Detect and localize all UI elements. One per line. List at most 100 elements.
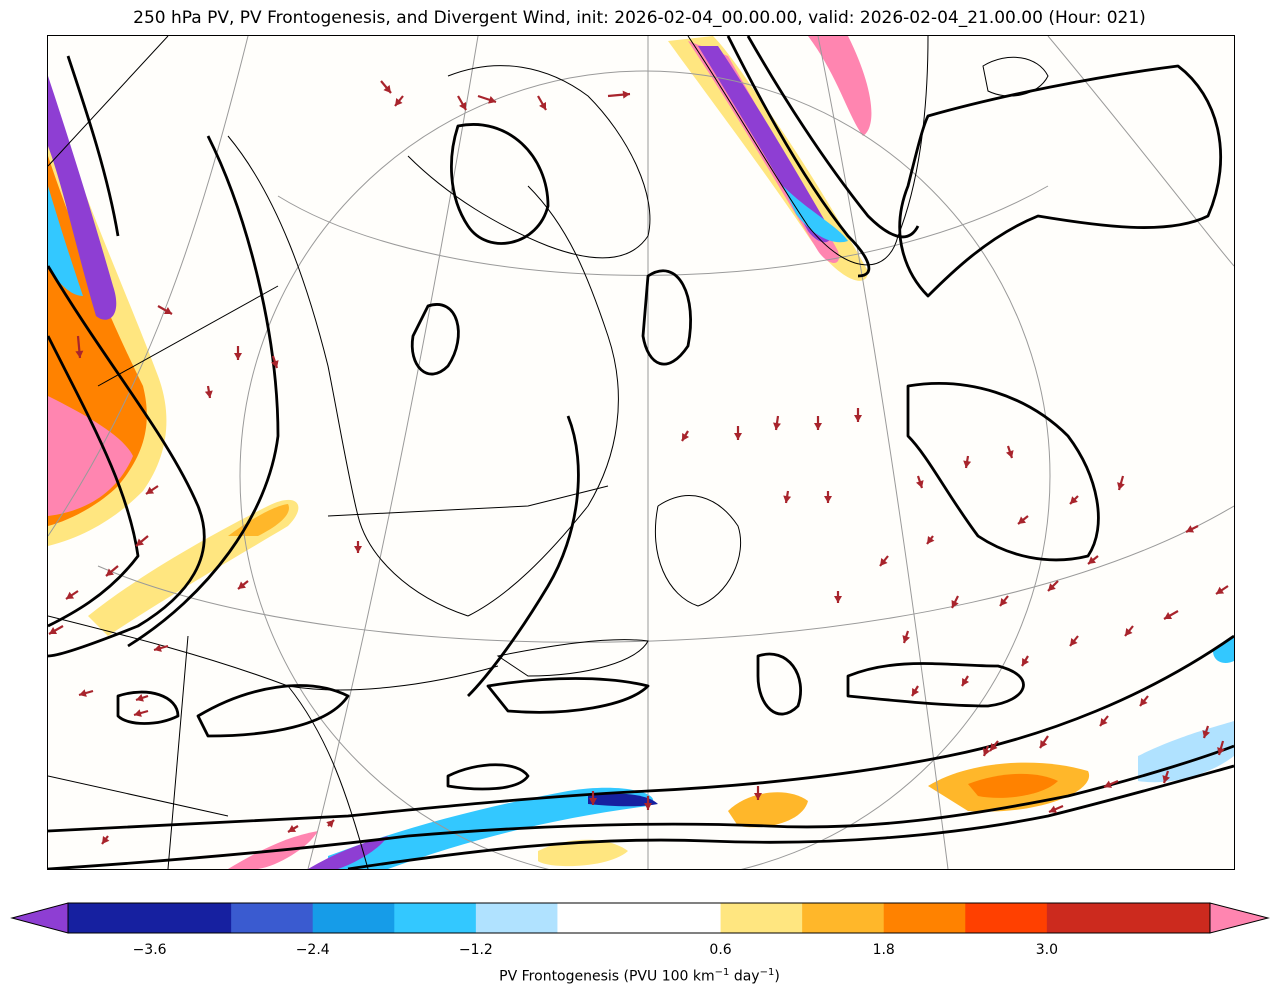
wind-vector (237, 580, 249, 590)
wind-vector (394, 95, 404, 107)
wind-vector (754, 786, 762, 800)
colorbar (10, 902, 1270, 934)
colorbar-extend-low (10, 902, 69, 934)
colorbar-bin (68, 903, 151, 933)
wind-vector (1069, 495, 1079, 505)
wind-vector (1202, 725, 1211, 739)
wind-vector (644, 796, 652, 810)
wind-vector (287, 824, 299, 833)
wind-vector (78, 689, 94, 697)
coast-newfoundland (654, 495, 742, 607)
wind-vector (204, 385, 213, 399)
shading-southeast-blue (1138, 721, 1234, 783)
figure-title: 250 hPa PV, PV Frontogenesis, and Diverg… (133, 8, 1146, 28)
wind-vector (681, 430, 690, 442)
wind-vector (1124, 625, 1134, 637)
wind-vector (1117, 475, 1125, 491)
wind-vector (1005, 445, 1014, 459)
wind-vector (999, 595, 1009, 607)
coast-labrador (467, 185, 619, 617)
colorbar-bin (231, 903, 314, 933)
meridian-3 (817, 36, 949, 869)
wind-vector (961, 675, 970, 687)
wind-vector (1103, 779, 1119, 789)
wind-vector (783, 490, 792, 504)
colorbar-tick-label: −2.4 (295, 942, 330, 958)
graticule-circle (239, 70, 1051, 869)
wind-vector (537, 95, 547, 111)
colorbar-bin (475, 903, 558, 933)
wind-vector (477, 94, 497, 104)
pv-contour-maine (196, 684, 350, 738)
pv-contour-azores (756, 652, 802, 716)
wind-vector (915, 475, 924, 489)
wind-vector (145, 485, 159, 495)
wind-vector (1039, 735, 1049, 749)
wind-vector (157, 305, 173, 315)
colorbar-tick-label: 1.8 (872, 942, 895, 958)
pv-contour-west-1 (48, 335, 140, 628)
shading-south-yellow (538, 839, 628, 867)
colorbar-bin (557, 903, 640, 933)
wind-vector (1069, 635, 1079, 647)
iceland-coast (982, 56, 1049, 97)
pv-contour-atl-south-1 (446, 763, 530, 791)
wind-vector (1017, 515, 1029, 525)
wind-vector (457, 95, 467, 111)
divergent-wind-vectors (48, 80, 1229, 845)
shading-west-jet-pink (48, 396, 133, 516)
colorbar-bin (394, 903, 477, 933)
wind-vector (1217, 740, 1225, 756)
wind-vector (982, 745, 991, 757)
colorbar-tick-label: −1.2 (458, 942, 493, 958)
province-lines (48, 36, 609, 869)
greenland-coast (687, 36, 929, 266)
wind-vector (1048, 804, 1064, 814)
shading-south-band-purple (308, 836, 388, 869)
wind-vector (1047, 580, 1059, 592)
wind-vector (834, 591, 842, 603)
colorbar-outline (67, 902, 1211, 934)
colorbar-bin (149, 903, 232, 933)
wind-vector (773, 415, 781, 431)
colorbar-bin (720, 903, 803, 933)
coast-baffin (407, 65, 651, 259)
wind-vector (133, 709, 149, 717)
pv-contour-west-3 (127, 135, 280, 648)
pv-contour-labrador-ridge (641, 269, 692, 366)
wind-vector (951, 595, 959, 609)
wind-vector (105, 565, 119, 577)
colorbar-bin (965, 903, 1048, 933)
wind-vector (814, 416, 822, 430)
wind-vector (75, 335, 84, 359)
meridian-5 (48, 36, 249, 537)
pv-contour-south-jet-1 (48, 634, 1234, 833)
shading-greenland-jet-blue (783, 186, 848, 243)
graticule (48, 36, 1234, 869)
shading-west-jet-purple (48, 76, 117, 320)
wind-vector (589, 791, 597, 805)
map-canvas (48, 36, 1234, 869)
wind-vector (734, 426, 742, 440)
colorbar-bin (1046, 903, 1129, 933)
wind-vector (101, 835, 110, 845)
wind-vector (824, 491, 832, 503)
latitude-line-2 (97, 505, 1234, 643)
latitude-line-1 (277, 185, 1049, 276)
wind-vector (1215, 585, 1229, 595)
wind-vector (234, 346, 242, 360)
shading-south-orange-1 (728, 792, 808, 828)
pv-contour-west-2 (48, 265, 206, 658)
shading-west-jet-blue (48, 186, 83, 296)
wind-vector (926, 535, 935, 545)
wind-vector (607, 90, 631, 99)
wind-vector (135, 693, 149, 702)
wind-vector (854, 408, 862, 422)
wind-vector (1087, 555, 1099, 565)
colorbar-extend-high (1209, 902, 1270, 934)
pv-contour-south-jet-3 (347, 764, 1234, 869)
colorbar-label: PV Frontogenesis (PVU 100 km−1 day−1) (499, 967, 780, 985)
colorbar-bin (639, 903, 722, 933)
wind-vector (48, 625, 64, 635)
wind-vector (135, 535, 149, 547)
